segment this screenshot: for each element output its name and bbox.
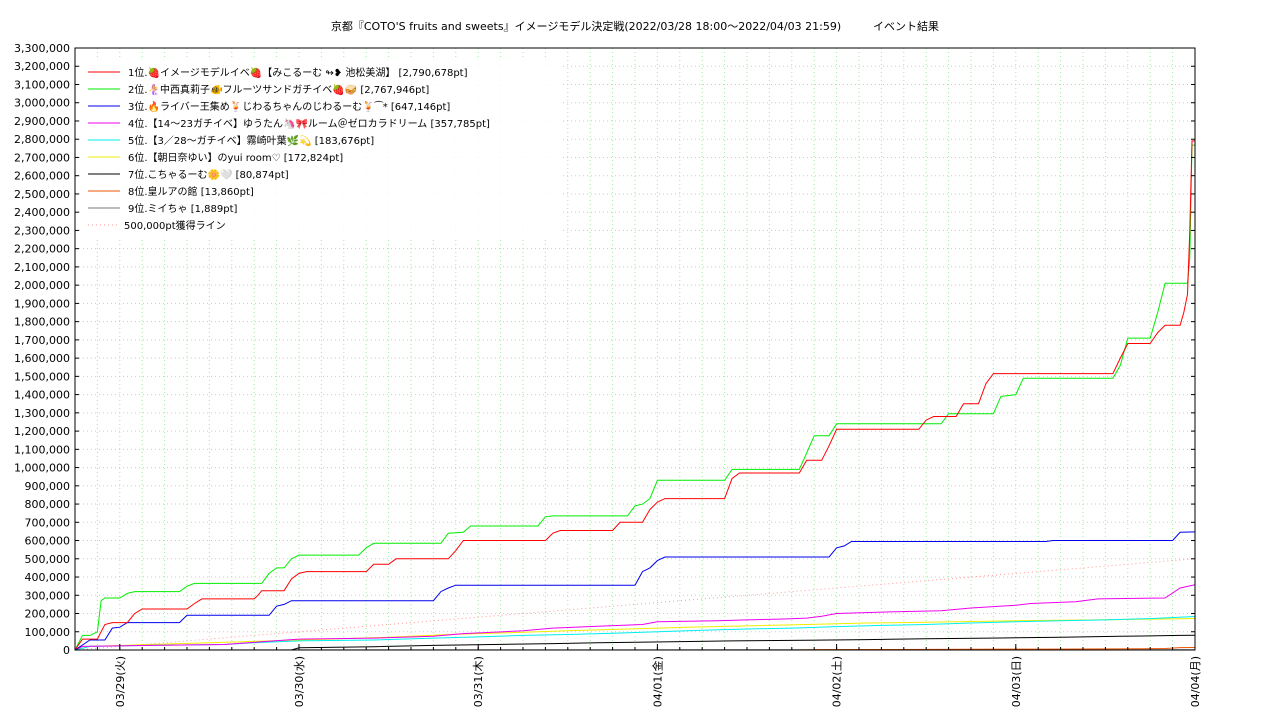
y-tick-label: 1,700,000: [14, 334, 70, 347]
y-tick-label: 3,100,000: [14, 78, 70, 91]
x-tick-label: 04/02(土): [831, 656, 844, 707]
y-tick-label: 900,000: [25, 480, 71, 493]
legend-label: 1位.🍓イメージモデルイベ🍓【みこるーむ ↬❥ 池松美湖】 [2,790,678…: [128, 66, 468, 79]
y-axis: 0 100,000 200,000 300,000 400,000 500,000 600,…: [14, 42, 1195, 657]
legend-label: 5位.【3／28〜ガチイベ】霧崎叶葉🌿💫 [183,676pt]: [128, 134, 374, 147]
x-tick-label: 04/01(金): [650, 656, 664, 707]
y-tick-label: 1,400,000: [14, 389, 70, 402]
y-tick-label: 2,500,000: [14, 188, 70, 201]
y-tick-label: 600,000: [25, 535, 71, 548]
y-tick-label: 2,100,000: [14, 261, 70, 274]
y-tick-label: 2,400,000: [14, 206, 70, 219]
x-tick-label: 03/29(火): [114, 656, 127, 707]
y-tick-label: 2,000,000: [14, 279, 70, 292]
y-tick-label: 2,200,000: [14, 243, 70, 256]
x-tick-label: 03/30(水): [293, 656, 306, 707]
y-tick-label: 1,600,000: [14, 352, 70, 365]
y-tick-label: 3,000,000: [14, 97, 70, 110]
series-line-10: [74, 558, 1196, 651]
legend-background: [80, 58, 560, 238]
legend-label: 9位.ミイちゃ [1,889pt]: [128, 202, 238, 215]
series-line-4: [74, 584, 1196, 651]
chart-title: 京都『COTO'S fruits and sweets』イメージモデル決定戦(2…: [331, 19, 841, 33]
legend-label: 4位.【14～23ガチイベ】ゆうたん🦄🎀ルーム＠ゼロカラドリーム [357,78…: [128, 117, 490, 130]
legend: 1位.🍓イメージモデルイベ🍓【みこるーむ ↬❥ 池松美湖】 [2,790,678…: [80, 58, 560, 238]
legend-label: 7位.こちゃるーむ🌼🤍 [80,874pt]: [128, 168, 289, 181]
y-tick-label: 800,000: [25, 498, 71, 511]
y-tick-label: 100,000: [25, 626, 71, 639]
y-tick-label: 0: [63, 644, 70, 657]
chart-subtitle: イベント結果: [873, 19, 939, 33]
series-line-1: [74, 140, 1195, 651]
y-tick-label: 1,900,000: [14, 297, 70, 310]
y-tick-label: 1,100,000: [14, 443, 70, 456]
legend-label: 500,000pt獲得ライン: [124, 219, 226, 232]
y-tick-label: 500,000: [25, 553, 71, 566]
series-line-3: [74, 531, 1196, 651]
y-tick-label: 3,200,000: [14, 60, 70, 73]
legend-label: 3位.🔥ライバー王集め🍹じわるちゃんのじわるーむ🍹⁀* [647,146pt]: [128, 100, 450, 113]
y-tick-label: 2,600,000: [14, 170, 70, 183]
y-tick-label: 1,300,000: [14, 407, 70, 420]
y-tick-label: 2,900,000: [14, 115, 70, 128]
legend-label: 6位.【朝日奈ゆい】のyui room♡ [172,824pt]: [128, 151, 343, 164]
y-tick-label: 1,000,000: [14, 462, 70, 475]
series-line-7: [75, 634, 1196, 651]
y-tick-label: 400,000: [25, 571, 71, 584]
y-tick-label: 2,800,000: [14, 133, 70, 146]
y-tick-label: 700,000: [25, 516, 71, 529]
series-line-6: [74, 618, 1196, 651]
x-tick-label: 04/03(日): [1010, 656, 1023, 707]
y-tick-label: 3,300,000: [14, 42, 70, 55]
y-tick-label: 1,800,000: [14, 316, 70, 329]
x-tick-label: 04/04(月): [1189, 656, 1202, 707]
series-line-2: [74, 144, 1195, 651]
y-tick-label: 1,500,000: [14, 370, 70, 383]
y-tick-label: 200,000: [25, 608, 71, 621]
y-tick-label: 1,200,000: [14, 425, 70, 438]
y-tick-label: 2,700,000: [14, 151, 70, 164]
x-axis: 03/29(火) 03/30(水) 03/31(木) 04/01(金) 04/02(土)…: [96, 644, 1202, 707]
y-tick-label: 2,300,000: [14, 224, 70, 237]
legend-label: 2位.🧜‍♀️中西真莉子🐠フルーツサンドガチイベ🍓🥪 [2,767,946pt]: [128, 83, 429, 96]
y-tick-label: 300,000: [25, 589, 71, 602]
x-tick-label: 03/31(木): [472, 656, 485, 707]
legend-label: 8位.皇ルアの館 [13,860pt]: [128, 185, 254, 198]
